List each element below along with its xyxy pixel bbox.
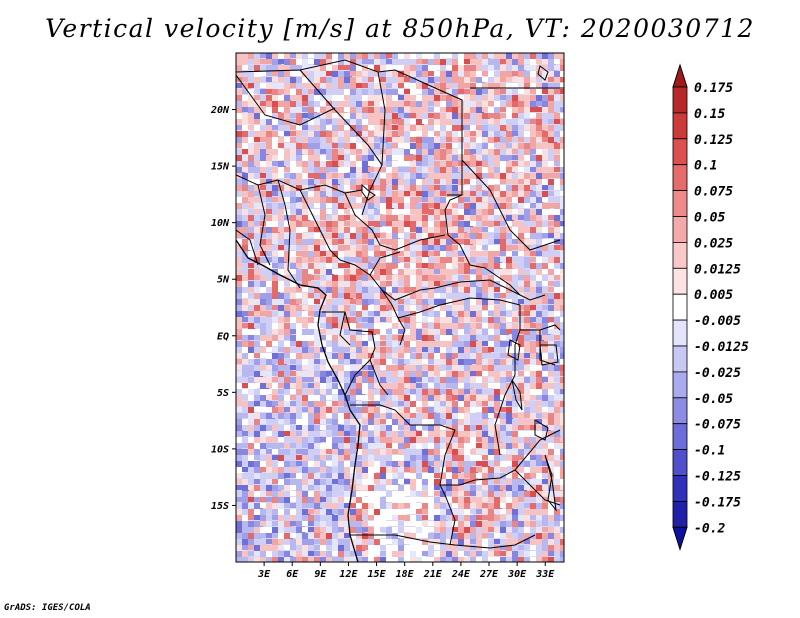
lat-tick-label: 15N bbox=[211, 162, 230, 173]
colorbar-swatch bbox=[672, 500, 688, 528]
colorbar-label: -0.125 bbox=[694, 470, 741, 485]
lat-tick-label: 5N bbox=[217, 275, 230, 286]
lat-tick-label: 5S bbox=[217, 388, 229, 399]
lon-tick-label: 27E bbox=[479, 569, 499, 580]
colorbar-swatch bbox=[672, 371, 688, 399]
colorbar-label: -0.0125 bbox=[694, 340, 749, 355]
colorbar: 0.175 0.15 0.125 0.1 0.075 0.05 0.025 0.0125 0.0… bbox=[672, 63, 749, 551]
lon-tick-label: 33E bbox=[535, 569, 555, 580]
velocity-field bbox=[236, 53, 564, 562]
colorbar-swatch bbox=[672, 397, 688, 425]
colorbar-label: 0.025 bbox=[694, 236, 733, 251]
colorbar-swatch bbox=[672, 164, 688, 191]
colorbar-label: 0.005 bbox=[694, 288, 733, 303]
colorbar-label: 0.0125 bbox=[694, 262, 741, 277]
country-borders bbox=[236, 59, 564, 562]
colorbar-label: -0.075 bbox=[694, 418, 741, 433]
lat-tick-label: 15S bbox=[211, 501, 229, 512]
map-title: Vertical velocity [m/s] at 850hPa, VT: 2… bbox=[45, 14, 755, 43]
colorbar-swatch bbox=[672, 86, 688, 114]
colorbar-label: -0.025 bbox=[694, 366, 741, 381]
plot-frame bbox=[235, 52, 565, 563]
lon-tick-label: 9E bbox=[314, 569, 327, 580]
colorbar-swatch bbox=[672, 190, 688, 217]
colorbar-swatch bbox=[672, 112, 688, 140]
lon-tick-label: 6E bbox=[286, 569, 299, 580]
lon-tick-label: 12E bbox=[339, 569, 358, 580]
colorbar-swatch bbox=[672, 267, 688, 295]
colorbar-top-arrow bbox=[672, 63, 688, 88]
colorbar-bottom-arrow bbox=[672, 526, 688, 551]
colorbar-label: -0.005 bbox=[694, 314, 741, 329]
lon-tick-label: 30E bbox=[507, 569, 527, 580]
colorbar-label: -0.05 bbox=[694, 392, 733, 407]
colorbar-swatch bbox=[672, 138, 688, 166]
lat-tick-label: 10N bbox=[211, 218, 230, 229]
grads-credit: GrADS: IGES/COLA bbox=[4, 603, 91, 613]
colorbar-label: 0.1 bbox=[694, 159, 717, 174]
colorbar-label: 0.05 bbox=[694, 211, 725, 226]
colorbar-swatch bbox=[672, 449, 688, 476]
lat-tick-label: 20N bbox=[210, 105, 230, 116]
colorbar-label: -0.2 bbox=[694, 521, 725, 536]
colorbar-swatch bbox=[672, 475, 688, 502]
colorbar-swatch bbox=[672, 241, 688, 269]
colorbar-label: 0.15 bbox=[694, 107, 725, 122]
lat-tick-label: EQ bbox=[217, 331, 229, 342]
lon-tick-label: 21E bbox=[423, 569, 443, 580]
map-axes: 3E 6E 9E 12E 15E 18E 21E 24E 27E 30E 33E 20N 15N 10N 5… bbox=[210, 105, 555, 580]
colorbar-swatch bbox=[672, 319, 688, 347]
colorbar-swatch bbox=[672, 293, 688, 321]
colorbar-label: -0.1 bbox=[694, 444, 725, 459]
colorbar-swatch bbox=[672, 345, 688, 373]
lon-tick-label: 3E bbox=[257, 569, 271, 580]
colorbar-label: 0.075 bbox=[694, 185, 733, 200]
lon-tick-label: 15E bbox=[368, 569, 387, 580]
colorbar-swatch bbox=[672, 216, 688, 243]
colorbar-label: 0.125 bbox=[694, 133, 733, 148]
lon-tick-label: 24E bbox=[451, 569, 471, 580]
colorbar-label: -0.175 bbox=[694, 495, 741, 510]
colorbar-label: 0.175 bbox=[694, 81, 733, 96]
lon-tick-label: 18E bbox=[396, 569, 415, 580]
lat-tick-label: 10S bbox=[211, 444, 229, 455]
colorbar-swatch bbox=[672, 423, 688, 451]
